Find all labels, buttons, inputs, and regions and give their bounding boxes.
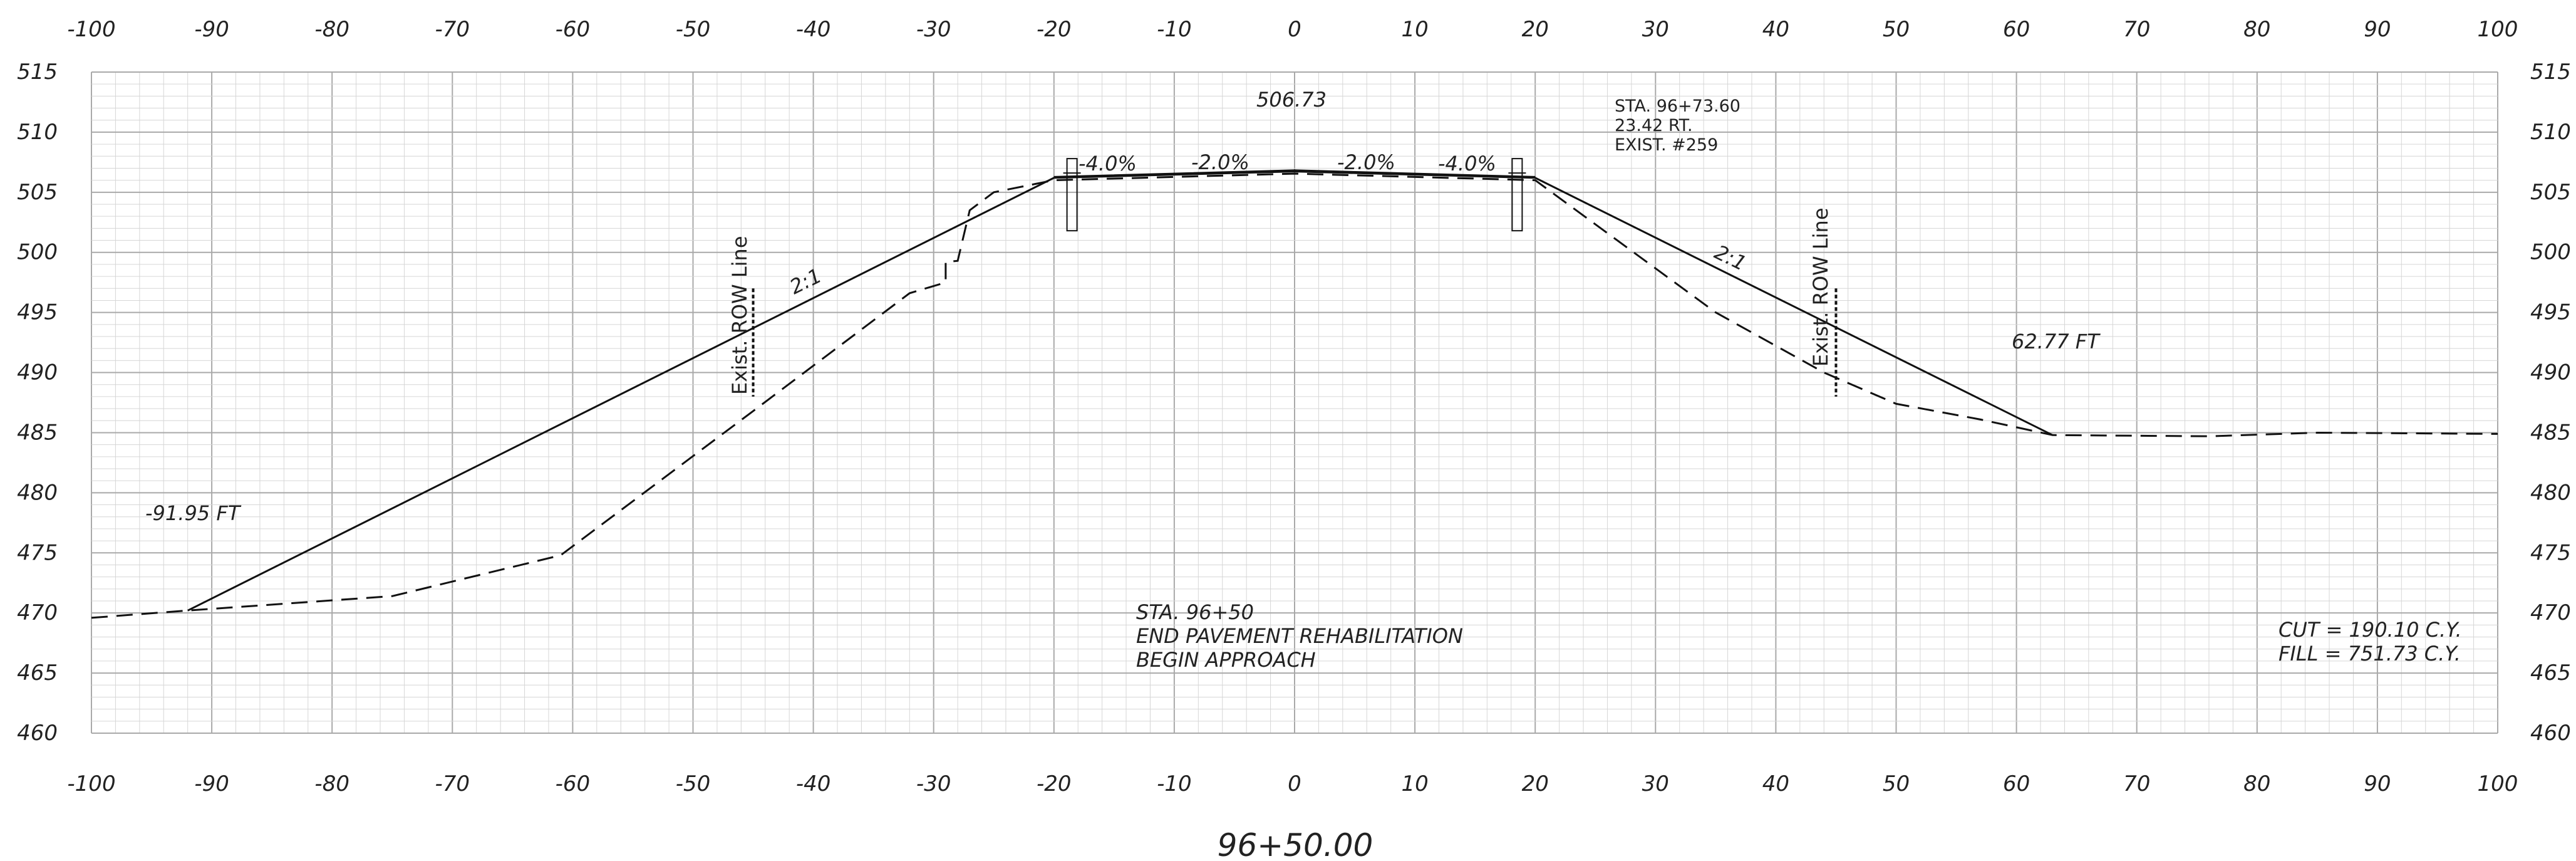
x-tick-label-bottom: -60: [556, 771, 591, 796]
y-tick-label-left: 495: [17, 300, 58, 325]
x-tick-label-top: 50: [1883, 17, 1910, 42]
top-elevation-label: 506.73: [1256, 88, 1327, 112]
existing-ground-line: [91, 172, 2498, 619]
left-offset-label: -91.95 FT: [145, 501, 242, 525]
x-tick-label-top: 10: [1401, 17, 1428, 42]
x-tick-label-top: 90: [2364, 17, 2391, 42]
x-tick-label-top: 80: [2243, 17, 2270, 42]
x-axis-ticks-bottom: -100 -90 -80 -70 -60 -50 -40 -30 -20 -10 0 10 20 30 40…: [67, 771, 2518, 796]
x-tick-label-bottom: -20: [1037, 771, 1072, 796]
sta-note-line-1: STA. 96+73.60: [1615, 97, 1741, 116]
station-label: 96+50.00: [1218, 827, 1373, 861]
guardrail-post: [1511, 158, 1523, 232]
y-tick-label-left: 485: [17, 420, 58, 445]
y-tick-label-right: 460: [2530, 721, 2571, 746]
fill-volume-label: FILL = 751.73 C.Y.: [2279, 642, 2461, 665]
center-note-line-3: BEGIN APPROACH: [1136, 648, 1316, 672]
x-tick-label-bottom: 80: [2243, 771, 2270, 796]
row-line-label-left: Exist. ROW Line: [728, 236, 752, 395]
x-tick-label-top: -70: [435, 17, 470, 42]
y-tick-label-left: 465: [17, 660, 58, 686]
x-tick-label-top: 70: [2123, 17, 2150, 42]
y-tick-label-left: 510: [17, 120, 58, 145]
pavement-top-line: [1053, 169, 1536, 177]
y-tick-label-right: 475: [2530, 540, 2571, 565]
sta-note-line-3: EXIST. #259: [1615, 135, 1718, 155]
row-markers: [752, 288, 1838, 397]
x-tick-label-bottom: 0: [1288, 771, 1301, 796]
cross-slope-4: -4.0%: [1438, 152, 1496, 175]
x-tick-label-top: -20: [1037, 17, 1072, 42]
x-tick-label-top: 60: [2003, 17, 2030, 42]
sta-note-line-2: 23.42 RT.: [1615, 116, 1693, 135]
x-tick-label-bottom: -40: [796, 771, 831, 796]
y-tick-label-right: 485: [2530, 420, 2571, 445]
x-tick-label-top: 30: [1642, 17, 1669, 42]
x-tick-label-top: 0: [1288, 17, 1301, 42]
cut-volume-label: CUT = 190.10 C.Y.: [2279, 618, 2462, 642]
slope-label-left: 2:1: [786, 263, 825, 299]
x-tick-label-top: -100: [67, 17, 115, 42]
row-line-label-right: Exist. ROW Line: [1809, 207, 1833, 367]
center-note-line-2: END PAVEMENT REHABILITATION: [1136, 624, 1463, 648]
x-tick-label-bottom: -10: [1157, 771, 1192, 796]
y-axis-ticks-right: 515 510 505 500 495 490 485 480 475 470 465 460: [2530, 60, 2571, 746]
y-tick-label-left: 460: [17, 721, 58, 746]
y-tick-label-left: 515: [17, 60, 58, 85]
x-tick-label-top: -80: [314, 17, 349, 42]
y-axis-ticks-left: 515 510 505 500 495 490 485 480 475 470 465 460: [17, 60, 58, 746]
x-tick-label-bottom: 40: [1762, 771, 1789, 796]
x-tick-label-top: 20: [1522, 17, 1549, 42]
y-tick-label-left: 500: [17, 240, 58, 265]
slope-label-right: 2:1: [1710, 240, 1750, 276]
x-tick-label-top: -30: [916, 17, 951, 42]
cross-slope-3: -2.0%: [1337, 150, 1395, 174]
x-tick-label-bottom: 60: [2003, 771, 2030, 796]
x-tick-label-bottom: 70: [2123, 771, 2150, 796]
x-tick-label-bottom: 50: [1883, 771, 1910, 796]
cross-slope-1: -4.0%: [1079, 152, 1137, 175]
x-tick-label-bottom: 30: [1642, 771, 1669, 796]
y-tick-label-left: 475: [17, 540, 58, 565]
x-tick-label-top: 100: [2478, 17, 2518, 42]
x-tick-label-top: -10: [1157, 17, 1192, 42]
x-tick-label-bottom: 90: [2364, 771, 2391, 796]
y-tick-label-left: 490: [17, 360, 58, 385]
x-tick-label-bottom: -90: [194, 771, 229, 796]
y-tick-label-left: 470: [17, 600, 58, 625]
y-tick-label-right: 505: [2530, 180, 2571, 205]
grid: [91, 71, 2498, 734]
guardrail-post: [1066, 158, 1078, 232]
cross-slope-2: -2.0%: [1191, 150, 1249, 174]
x-tick-label-bottom: -80: [314, 771, 349, 796]
x-tick-label-bottom: -30: [916, 771, 951, 796]
x-tick-label-bottom: 20: [1522, 771, 1549, 796]
x-tick-label-top: -60: [556, 17, 591, 42]
x-tick-label-bottom: -50: [676, 771, 711, 796]
x-tick-label-bottom: -70: [435, 771, 470, 796]
x-tick-label-bottom: -100: [67, 771, 115, 796]
y-tick-label-right: 510: [2530, 120, 2571, 145]
y-tick-label-left: 480: [17, 480, 58, 505]
y-tick-label-right: 500: [2530, 240, 2571, 265]
y-tick-label-right: 495: [2530, 300, 2571, 325]
x-tick-label-bottom: 100: [2478, 771, 2518, 796]
y-tick-label-right: 515: [2530, 60, 2571, 85]
x-tick-label-top: -50: [676, 17, 711, 42]
x-axis-ticks-top: -100 -90 -80 -70 -60 -50 -40 -30 -20 -10 0 10 20 30 40…: [67, 17, 2518, 42]
y-tick-label-left: 505: [17, 180, 58, 205]
center-note-line-1: STA. 96+50: [1136, 600, 1254, 624]
y-tick-label-right: 465: [2530, 660, 2571, 686]
x-tick-label-bottom: 10: [1401, 771, 1428, 796]
y-tick-label-right: 470: [2530, 600, 2571, 625]
guardrail-posts: [1063, 158, 1526, 232]
y-tick-label-right: 480: [2530, 480, 2571, 505]
right-offset-label: 62.77 FT: [2012, 330, 2101, 353]
proposed-grade-line: [187, 170, 2053, 612]
x-tick-label-top: -40: [796, 17, 831, 42]
y-tick-label-right: 490: [2530, 360, 2571, 385]
x-tick-label-top: 40: [1762, 17, 1789, 42]
x-tick-label-top: -90: [194, 17, 229, 42]
